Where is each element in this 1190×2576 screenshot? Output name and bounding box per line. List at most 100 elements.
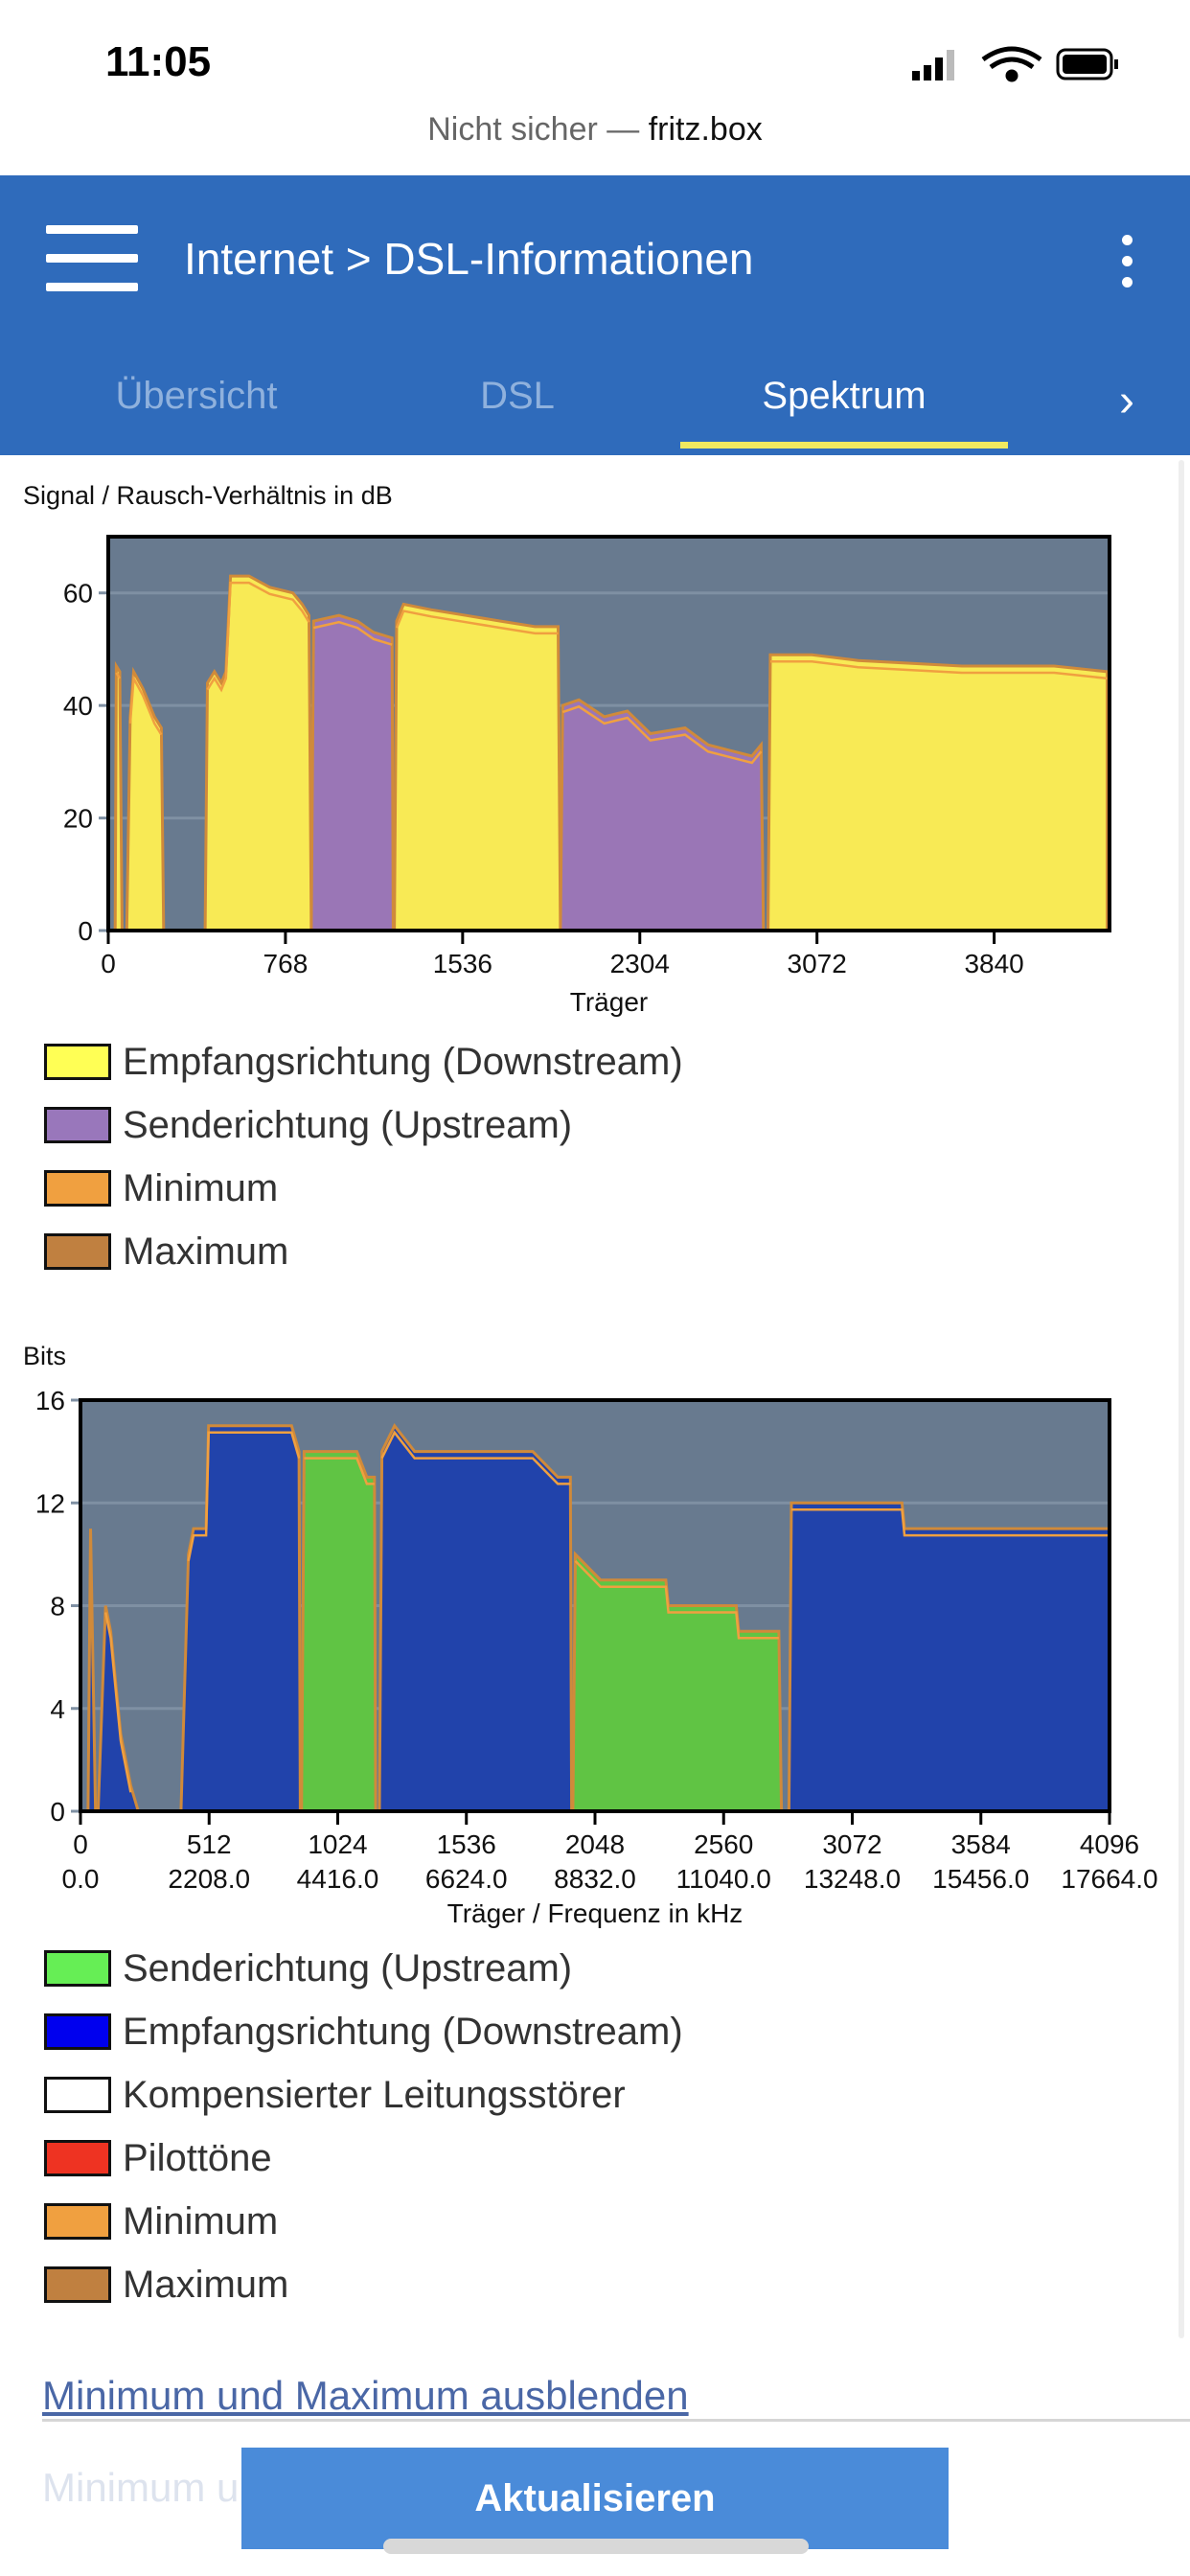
legend-item: Empfangsrichtung (Downstream) bbox=[44, 2008, 683, 2056]
series-area bbox=[393, 602, 562, 932]
minimum-line bbox=[187, 1431, 301, 1562]
x-tick-label: 0 bbox=[101, 949, 116, 978]
legend-label: Minimum bbox=[123, 1166, 279, 1209]
tab-dsl[interactable]: DSL bbox=[480, 375, 555, 417]
legend-swatch bbox=[44, 2013, 111, 2050]
x-tick-label: 4096 bbox=[1080, 1829, 1139, 1859]
series-area bbox=[86, 1529, 98, 1812]
x-tick-label: 512 bbox=[187, 1829, 232, 1859]
minimum-line bbox=[206, 581, 310, 693]
tab-uebersicht[interactable]: Übersicht bbox=[115, 375, 278, 417]
minimum-line bbox=[115, 672, 122, 679]
legend-swatch bbox=[44, 2140, 111, 2176]
series-area bbox=[378, 1422, 574, 1812]
x-tick-label-frequency: 4416.0 bbox=[297, 1864, 379, 1894]
legend-swatch bbox=[44, 2266, 111, 2303]
x-tick-label-frequency: 6624.0 bbox=[425, 1864, 508, 1894]
x-tick-label: 2048 bbox=[565, 1829, 625, 1859]
legend-label: Empfangsrichtung (Downstream) bbox=[123, 2010, 683, 2053]
x-tick-label: 3840 bbox=[964, 949, 1023, 978]
legend-swatch bbox=[44, 1950, 111, 1987]
page-title: Internet > DSL-Informationen bbox=[184, 234, 754, 284]
signal-icon bbox=[912, 50, 954, 80]
minimum-line bbox=[770, 660, 1108, 680]
legend-label: Maximum bbox=[123, 2263, 289, 2306]
y-tick-label: 0 bbox=[78, 916, 93, 946]
legend-swatch bbox=[44, 2077, 111, 2113]
x-tick-label: 3584 bbox=[951, 1829, 1011, 1859]
series-area bbox=[309, 613, 395, 932]
x-axis-label: Träger bbox=[570, 987, 648, 1017]
chart1-title: Signal / Rausch-Verhältnis in dB bbox=[23, 481, 393, 510]
divider bbox=[42, 2419, 1190, 2422]
minimum-line bbox=[791, 1508, 1110, 1537]
x-tick-label: 2560 bbox=[694, 1829, 753, 1859]
refresh-button[interactable]: Aktualisieren bbox=[241, 2448, 949, 2549]
active-tab-indicator bbox=[680, 442, 1008, 448]
legend-label: Pilottöne bbox=[123, 2136, 272, 2179]
series-area bbox=[203, 574, 313, 932]
x-tick-label-frequency: 17664.0 bbox=[1061, 1864, 1157, 1894]
legend-swatch bbox=[44, 1107, 111, 1143]
x-tick-label: 0 bbox=[73, 1829, 88, 1859]
minimum-line bbox=[561, 704, 763, 765]
hamburger-menu-icon[interactable] bbox=[46, 225, 138, 292]
minimum-line bbox=[103, 1612, 132, 1793]
series-area bbox=[767, 653, 1110, 932]
legend-item: Minimum bbox=[44, 2197, 683, 2245]
chevron-right-icon[interactable]: › bbox=[1119, 376, 1134, 426]
minimum-line bbox=[128, 674, 163, 736]
x-axis-label: Träger / Frequenz in kHz bbox=[447, 1898, 744, 1928]
clock: 11:05 bbox=[105, 38, 212, 85]
legend-swatch bbox=[44, 1170, 111, 1207]
minimum-line bbox=[313, 620, 393, 646]
legend-label: Kompensierter Leitungsstörer bbox=[123, 2073, 626, 2116]
status-bar: 11:05 Nicht sicher — fritz.box bbox=[0, 0, 1190, 175]
legend-item: Kompensierter Leitungsstörer bbox=[44, 2071, 683, 2119]
home-indicator bbox=[383, 2539, 809, 2554]
minimum-line bbox=[574, 1560, 779, 1640]
legend-item: Empfangsrichtung (Downstream) bbox=[44, 1038, 683, 1086]
x-tick-label-frequency: 11040.0 bbox=[676, 1864, 771, 1894]
legend-label: Senderichtung (Upstream) bbox=[123, 1103, 573, 1146]
bits-legend: Senderichtung (Upstream) Empfangsrichtung… bbox=[44, 1944, 683, 2324]
snr-legend: Empfangsrichtung (Downstream) Senderichtu… bbox=[44, 1038, 683, 1291]
x-tick-label-frequency: 13248.0 bbox=[804, 1864, 901, 1894]
url-security: Nicht sicher — bbox=[427, 111, 649, 148]
bits-chart: 0 4 8 12 16 0 0.0 512 2208.0 1024 4416.0 1536 6624.0… bbox=[35, 1386, 1158, 1928]
series-area bbox=[300, 1450, 378, 1812]
x-tick-label: 1536 bbox=[433, 949, 492, 978]
x-tick-label-frequency: 2208.0 bbox=[168, 1864, 250, 1894]
wifi-icon bbox=[981, 46, 1042, 82]
x-tick-label: 768 bbox=[263, 949, 309, 978]
y-tick-label: 0 bbox=[50, 1797, 65, 1827]
battery-icon bbox=[1056, 48, 1118, 80]
more-options-icon[interactable] bbox=[1119, 235, 1134, 288]
x-tick-label-frequency: 0.0 bbox=[62, 1864, 100, 1894]
legend-item: Pilottöne bbox=[44, 2134, 683, 2182]
chart2-title: Bits bbox=[23, 1342, 67, 1370]
series-area bbox=[787, 1501, 1111, 1812]
y-tick-label: 8 bbox=[50, 1592, 65, 1622]
y-tick-label: 4 bbox=[50, 1694, 65, 1724]
tab-spektrum[interactable]: Spektrum bbox=[762, 375, 927, 417]
address-bar[interactable]: Nicht sicher — fritz.box bbox=[0, 111, 1190, 149]
legend-label: Maximum bbox=[123, 1230, 289, 1273]
legend-item: Senderichtung (Upstream) bbox=[44, 1944, 683, 1992]
x-tick-label: 2304 bbox=[610, 949, 670, 978]
y-tick-label: 12 bbox=[35, 1488, 65, 1518]
faded-link-text: Minimum u bbox=[42, 2465, 240, 2510]
legend-label: Senderichtung (Upstream) bbox=[123, 1946, 573, 1990]
y-tick-label: 20 bbox=[63, 804, 93, 834]
legend-label: Empfangsrichtung (Downstream) bbox=[123, 1040, 683, 1083]
legend-item: Maximum bbox=[44, 1228, 683, 1276]
legend-swatch bbox=[44, 1233, 111, 1270]
scrollbar[interactable] bbox=[1179, 460, 1184, 2338]
snr-chart: 0 20 40 60 0 768 1536 2304 3072 3840 Träger bbox=[63, 535, 1111, 1017]
plot-frame bbox=[106, 535, 1111, 932]
x-tick-label: 1024 bbox=[308, 1829, 367, 1859]
app-header: Internet > DSL-Informationen Übersicht D… bbox=[0, 175, 1190, 455]
y-tick-label: 40 bbox=[63, 691, 93, 721]
hide-min-max-link[interactable]: Minimum und Maximum ausblenden bbox=[42, 2373, 689, 2418]
legend-label: Minimum bbox=[123, 2199, 279, 2242]
